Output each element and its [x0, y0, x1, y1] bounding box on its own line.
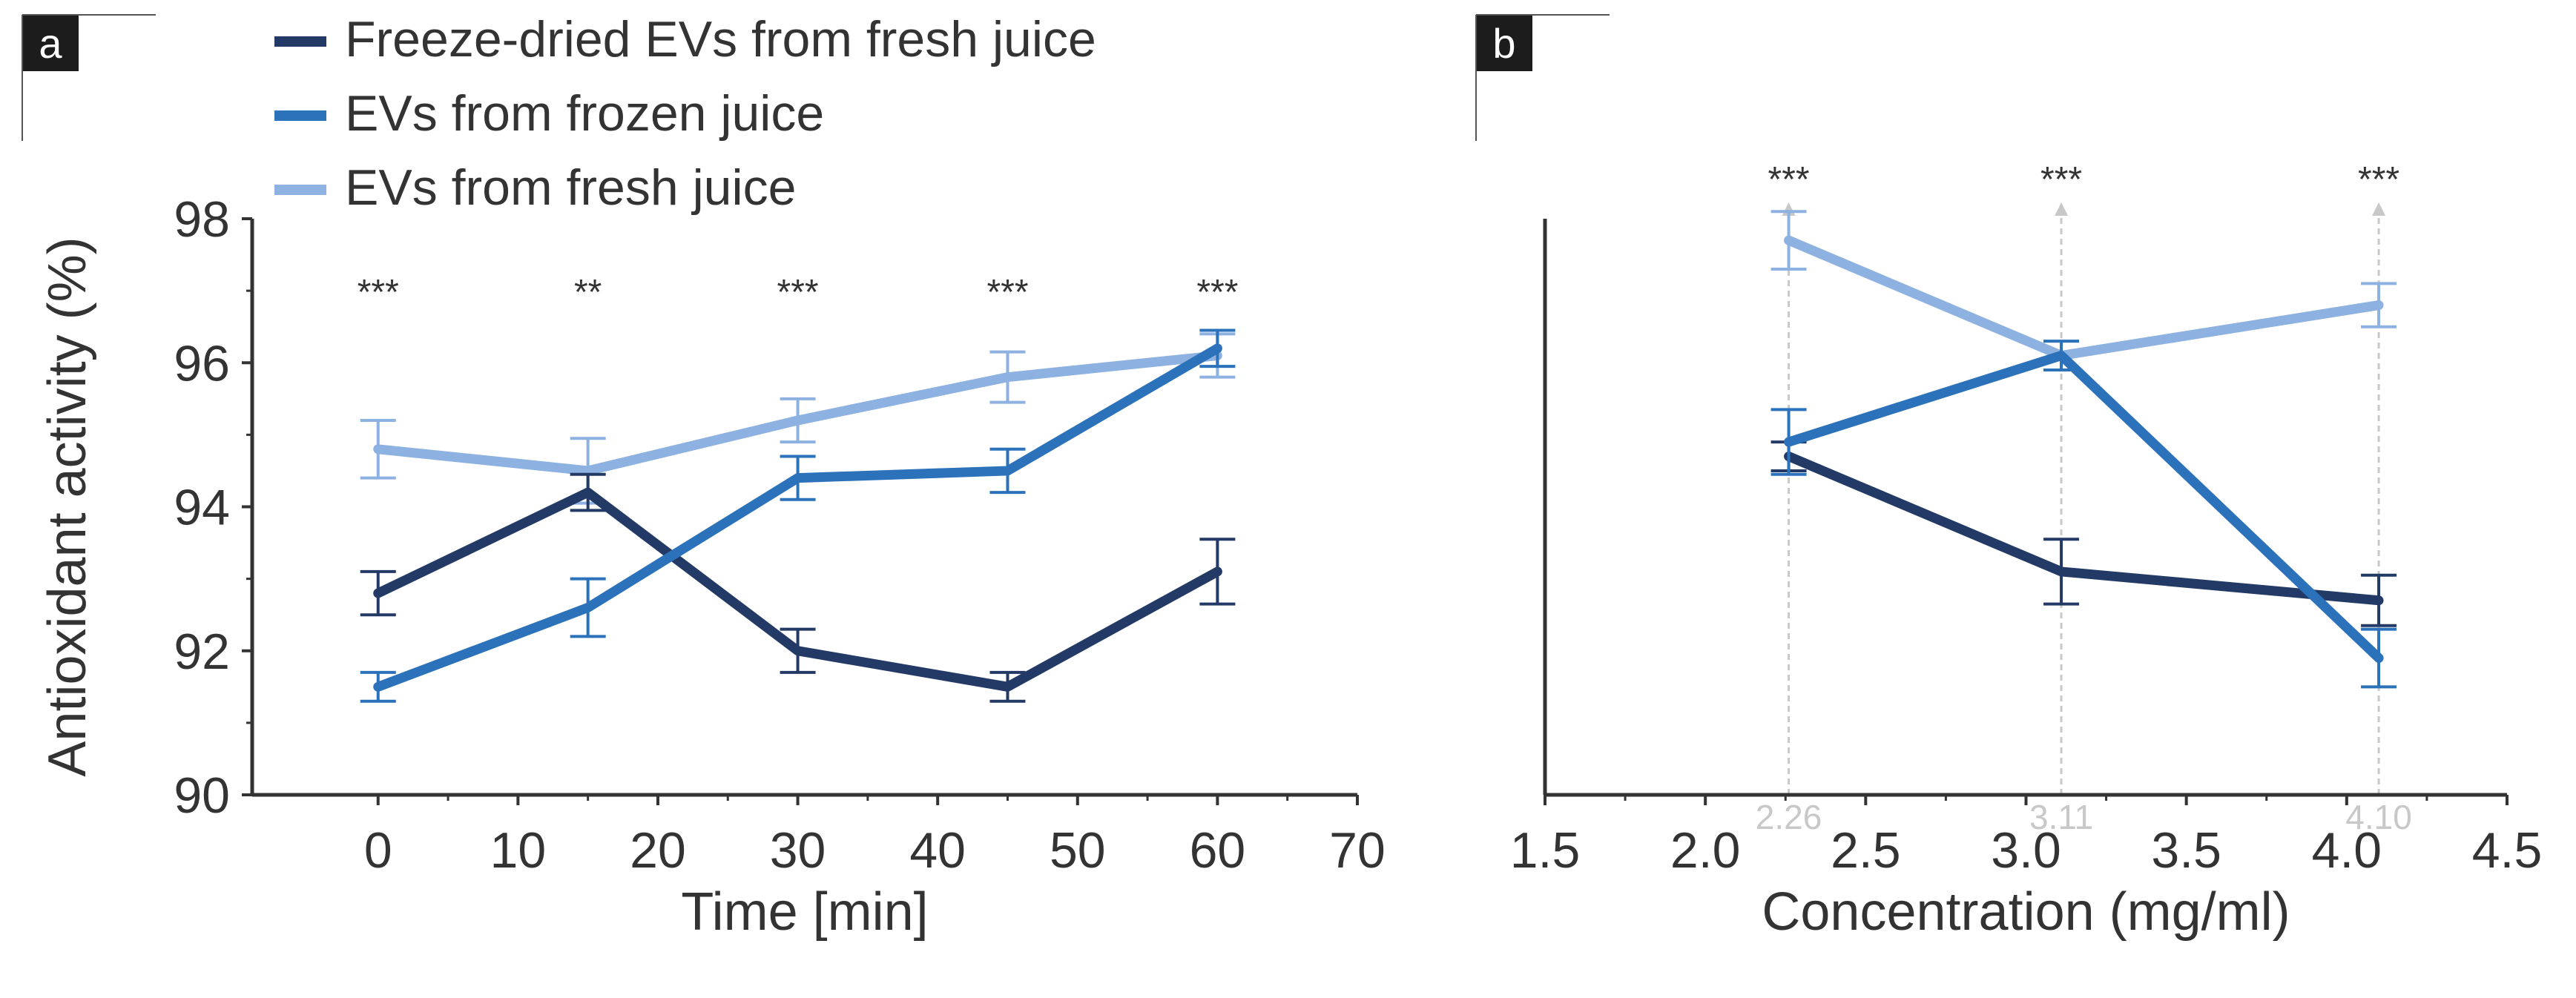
x-tick-label: 0	[364, 822, 392, 879]
x-tick-label: 3.5	[2151, 822, 2221, 879]
data-point	[1003, 682, 1012, 692]
series-2	[1770, 210, 2397, 371]
x-tick-label: 70	[1329, 822, 1386, 879]
series-0	[1770, 440, 2397, 627]
x-tick-label: 3.0	[1991, 822, 2061, 879]
y-tick-label: 92	[174, 624, 230, 680]
data-point	[373, 589, 383, 598]
data-point	[793, 415, 803, 425]
guide-label: 4.10	[2345, 798, 2412, 836]
x-tick-label: 2.5	[1831, 822, 1901, 879]
guide-arrow	[2372, 202, 2386, 216]
x-tick-label: 4.5	[2472, 822, 2543, 879]
series-1	[360, 328, 1236, 703]
x-tick-label: 20	[630, 822, 686, 879]
panel-a-badge-bg	[22, 15, 79, 71]
data-point	[2374, 595, 2384, 605]
panel-b-badge-bg	[1476, 15, 1532, 71]
significance-mark: ***	[2358, 160, 2399, 199]
panel-b-badge: b	[1492, 20, 1515, 67]
series-line-1	[1784, 351, 2384, 663]
data-point	[373, 444, 383, 454]
legend-label-2: EVs from fresh juice	[345, 159, 796, 216]
legend: Freeze-dried EVs from fresh juice EVs fro…	[274, 11, 1096, 216]
data-point	[1784, 236, 1793, 245]
data-point	[2374, 653, 2384, 663]
guide-label: 2.26	[1756, 798, 1822, 836]
x-tick-label: 1.5	[1510, 822, 1581, 879]
significance-mark: **	[574, 273, 602, 312]
x-tick-label: 50	[1050, 822, 1106, 879]
legend-label-1: EVs from frozen juice	[345, 85, 824, 142]
data-point	[1003, 466, 1012, 475]
panel-a-badge: a	[39, 20, 62, 67]
significance-mark: ***	[777, 273, 819, 312]
significance-mark: ***	[1196, 273, 1238, 312]
legend-label-0: Freeze-dried EVs from fresh juice	[345, 11, 1096, 67]
x-tick-label: 60	[1190, 822, 1246, 879]
x-tick-label: 40	[909, 822, 966, 879]
x-tick-label: 4.0	[2312, 822, 2382, 879]
x-axis-label: Time [min]	[681, 882, 928, 942]
data-point	[1784, 437, 1793, 447]
data-point	[373, 682, 383, 692]
significance-mark: ***	[358, 273, 399, 312]
significance-mark: ***	[986, 273, 1028, 312]
significance-mark: ***	[2040, 160, 2082, 199]
guide-label: 3.11	[2029, 798, 2093, 836]
series-0	[360, 472, 1236, 703]
data-point	[1213, 343, 1222, 353]
chart-b: 2.26 3.11 4.10 1.5 2.0 2.5 3.0 3.5 4.0 4.5 Concent…	[1510, 160, 2543, 942]
data-point	[2057, 566, 2066, 576]
y-axis-label: Antioxidant activity (%)	[38, 237, 97, 776]
panel-b: b	[1475, 14, 1610, 141]
y-tick-label: 90	[174, 767, 230, 824]
series-1	[1770, 340, 2397, 689]
data-point	[1213, 566, 1222, 576]
data-point	[583, 603, 593, 612]
data-point	[1003, 372, 1012, 382]
panel-a: a	[22, 14, 156, 141]
x-axis-label: Concentration (mg/ml)	[1762, 882, 2290, 942]
x-tick-label: 30	[770, 822, 826, 879]
y-tick-label: 98	[174, 191, 230, 248]
data-point	[2374, 300, 2384, 310]
data-point	[793, 646, 803, 655]
series-line-2	[1784, 235, 2384, 361]
x-tick-label: 2.0	[1670, 822, 1741, 879]
y-tick-label: 96	[174, 335, 230, 391]
y-tick-label: 94	[174, 480, 230, 536]
guide-arrow	[2055, 202, 2069, 216]
data-point	[2057, 351, 2066, 360]
significance-mark: ***	[1768, 160, 1810, 199]
x-tick-label: 10	[490, 822, 547, 879]
chart-a: 90 92 94 96 98 0 10 20 30 40 50 60 70 Time [min] Antio…	[38, 191, 1386, 942]
data-point	[583, 488, 593, 498]
data-point	[793, 473, 803, 483]
